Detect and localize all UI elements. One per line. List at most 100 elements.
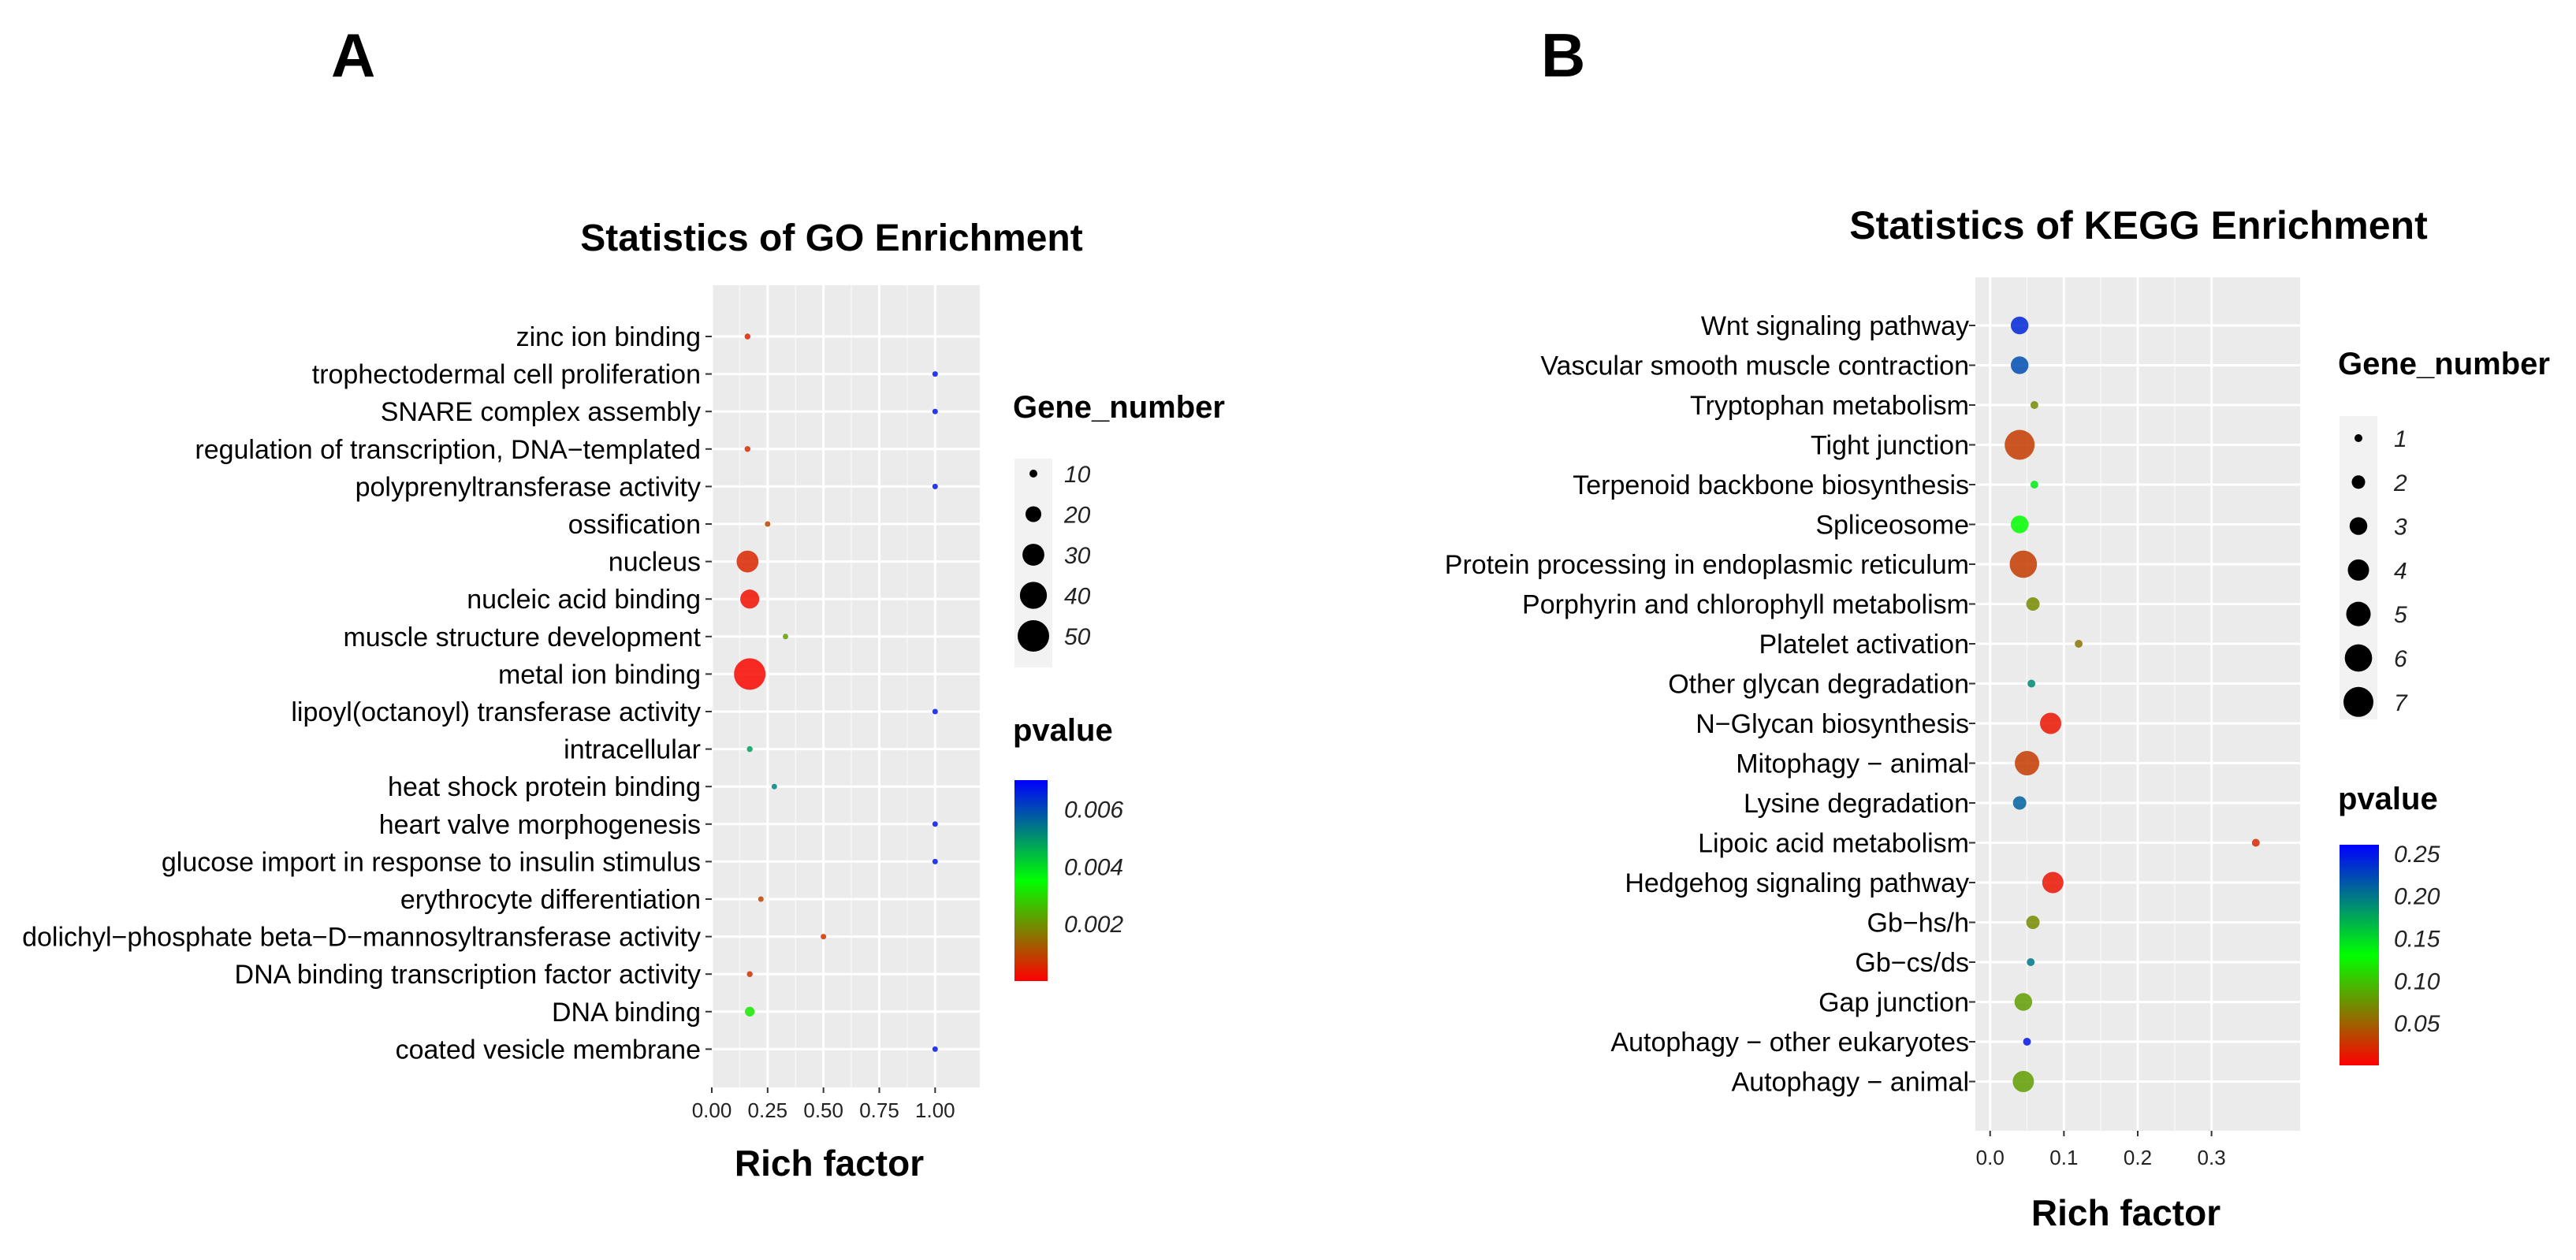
data-point (2012, 1070, 2034, 1093)
data-point (2026, 597, 2040, 611)
data-point (2027, 958, 2035, 966)
data-point (2030, 481, 2038, 489)
category-label: metal ion binding (498, 660, 701, 689)
category-label: Gb−hs/h (1867, 909, 1969, 938)
category-label: nucleus (609, 548, 701, 578)
category-label: glucose import in response to insulin st… (162, 847, 701, 877)
size-legend-dot (2351, 475, 2366, 489)
data-point (2014, 993, 2033, 1011)
category-label: erythrocyte differentiation (400, 885, 701, 915)
color-legend-label: 0.002 (1064, 912, 1123, 938)
size-legend-label: 2 (2393, 470, 2407, 496)
size-legend-label: 20 (1063, 503, 1091, 529)
size-legend-dot (2349, 517, 2368, 535)
data-point (744, 333, 751, 340)
category-label: intracellular (564, 735, 701, 765)
color-legend-label: 0.05 (2394, 1011, 2440, 1037)
data-points (2005, 316, 2260, 1093)
data-point (2015, 750, 2040, 776)
size-legend-dot (1029, 470, 1037, 478)
data-point (932, 821, 938, 827)
data-point (2251, 838, 2260, 847)
data-point (758, 896, 764, 902)
category-labels: zinc ion binding trophectodermal cell pro… (22, 322, 712, 1065)
data-point (746, 971, 753, 977)
category-label: Protein processing in endoplasmic reticu… (1445, 550, 1969, 580)
color-legend-label: 0.004 (1064, 854, 1123, 880)
x-tick-label: 0.0 (1976, 1146, 2005, 1169)
size-legend-dot (2343, 686, 2373, 717)
data-point (932, 371, 938, 377)
category-label: nucleic acid binding (467, 585, 701, 615)
size-legend-dot (2355, 434, 2362, 442)
x-tick-labels: 0.00 0.25 0.50 0.75 1.00 (692, 1087, 955, 1122)
x-tick-label: 0.1 (2049, 1146, 2078, 1169)
data-point (932, 483, 938, 489)
category-label: polyprenyltransferase activity (356, 472, 701, 502)
x-tick-label: 0.2 (2124, 1146, 2152, 1169)
data-point (2030, 401, 2038, 409)
data-point (744, 446, 751, 452)
category-label: Gap junction (1818, 988, 1969, 1018)
x-tick-label: 1.00 (915, 1098, 955, 1122)
data-point (2075, 640, 2083, 648)
data-point (2027, 679, 2036, 688)
color-legend-title: pvalue (2338, 782, 2438, 816)
x-tick-label: 0.25 (748, 1098, 788, 1122)
size-legend-dot (1025, 506, 1042, 522)
category-label: Platelet activation (1759, 630, 1970, 660)
data-point (2026, 915, 2040, 930)
category-label: DNA binding (552, 998, 701, 1028)
color-legend-title: pvalue (1013, 713, 1113, 748)
category-label: heat shock protein binding (388, 772, 701, 802)
category-label: Other glycan degradation (1668, 670, 1969, 700)
category-label: Wnt signaling pathway (1701, 311, 1969, 341)
size-legend: Gene_number 1 2 3 4 5 6 7 (2338, 347, 2550, 719)
kegg-enrichment-chart: Statistics of KEGG Enrichment Wnt signal… (1445, 203, 2550, 1233)
category-label: dolichyl−phosphate beta−D−mannosyltransf… (22, 923, 701, 953)
chart-title: Statistics of GO Enrichment (580, 217, 1082, 259)
size-legend-label: 6 (2394, 646, 2407, 672)
data-point (765, 521, 771, 527)
category-label: N−Glycan biosynthesis (1696, 709, 1969, 739)
panel-letter-b: B (1541, 20, 1585, 90)
category-label: Tight junction (1811, 431, 1969, 461)
size-legend-label: 4 (2394, 558, 2407, 584)
chart-title: Statistics of KEGG Enrichment (1849, 203, 2428, 247)
data-point (740, 589, 760, 609)
category-label: lipoyl(octanoyl) transferase activity (291, 697, 701, 727)
go-enrichment-chart: Statistics of GO Enrichment zinc ion bin… (22, 217, 1225, 1184)
color-legend-label: 0.25 (2394, 842, 2440, 868)
category-label: Gb−cs/ds (1855, 948, 1969, 978)
x-tick-label: 0.3 (2198, 1146, 2226, 1169)
data-point (2023, 1038, 2031, 1046)
size-legend-label: 1 (2394, 426, 2407, 452)
data-point (746, 745, 753, 753)
x-axis-label: Rich factor (735, 1143, 924, 1184)
category-label: coated vesicle membrane (396, 1035, 701, 1065)
data-point (783, 634, 788, 640)
data-point (2010, 356, 2029, 374)
x-tick-label: 0.75 (859, 1098, 899, 1122)
size-legend-title: Gene_number (2338, 347, 2550, 381)
data-point (932, 1046, 938, 1052)
category-label: DNA binding transcription factor activit… (235, 960, 701, 990)
size-legend-dot (2346, 601, 2371, 626)
data-point (932, 408, 938, 414)
data-point (2010, 515, 2029, 533)
category-label: Porphyrin and chlorophyll metabolism (1522, 590, 1969, 620)
size-legend-label: 30 (1064, 543, 1091, 569)
category-label: Tryptophan metabolism (1690, 391, 1969, 421)
size-legend-dot (2344, 644, 2373, 672)
size-legend-label: 7 (2394, 690, 2408, 716)
data-point (932, 708, 938, 715)
data-point (736, 550, 759, 573)
category-label: muscle structure development (343, 623, 701, 652)
size-legend-title: Gene_number (1013, 390, 1225, 425)
size-legend-dot (1018, 620, 1049, 652)
size-legend: Gene_number 10 20 30 40 50 (1013, 390, 1225, 667)
category-label: trophectodermal cell proliferation (312, 360, 701, 390)
data-point (2005, 429, 2035, 460)
size-legend-dot (1022, 544, 1044, 566)
size-legend-label: 3 (2394, 515, 2407, 541)
